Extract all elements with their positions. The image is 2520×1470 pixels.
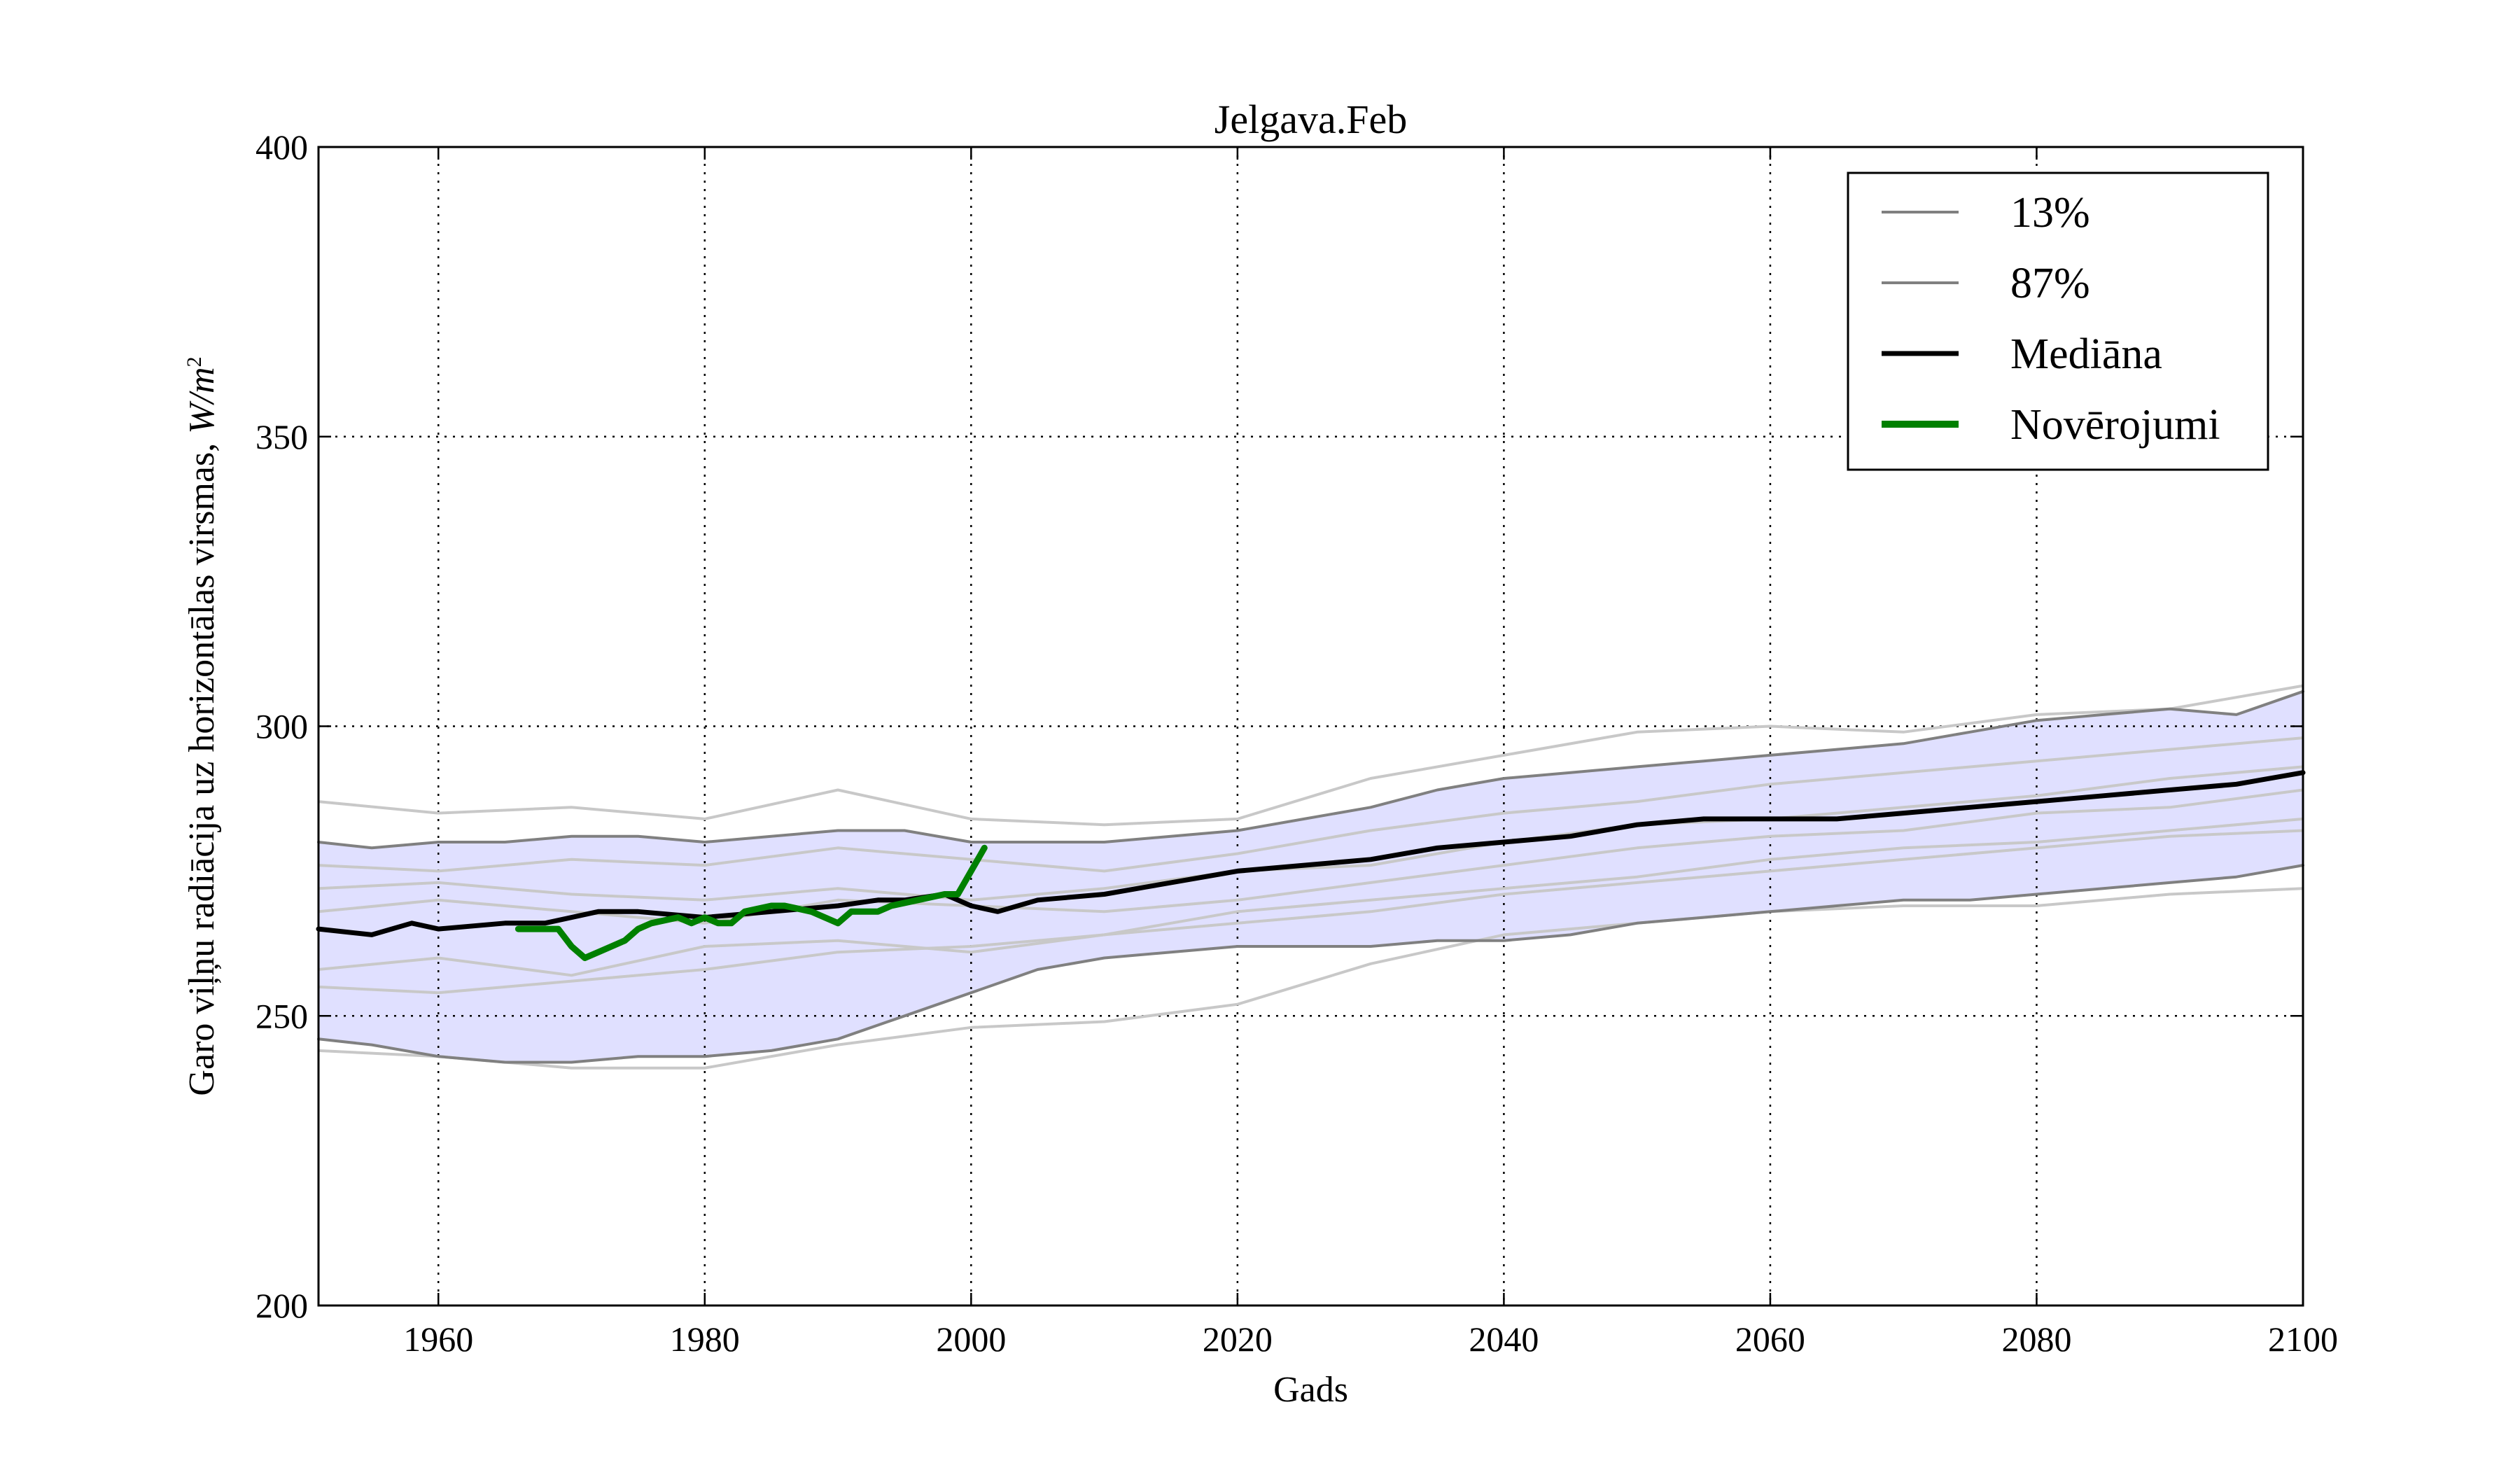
legend: 13% 87% Mediāna Novērojumi (1847, 172, 2269, 471)
y-tick-label: 300 (255, 707, 308, 746)
x-tick-label: 1960 (403, 1320, 473, 1359)
observations-line (514, 844, 988, 961)
x-tick-label: 1980 (670, 1320, 740, 1359)
y-axis-label-unit-exponent: 2 (183, 356, 206, 367)
y-axis-label-unit: W/m (182, 367, 222, 433)
y-tick-label: 250 (255, 996, 308, 1035)
percentile-87-line (317, 690, 2304, 850)
legend-label: Mediāna (2010, 330, 2162, 378)
median-line (316, 770, 2306, 937)
percentile-band-layer (318, 691, 2303, 1063)
chart-title: Jelgava.Feb (1214, 97, 1407, 142)
y-tick-label: 200 (255, 1286, 308, 1325)
legend-entries: 13% 87% Mediāna Novērojumi (1882, 189, 2220, 449)
legend-box (1847, 172, 2269, 471)
x-tick-label: 2040 (1469, 1320, 1539, 1359)
y-tick-label: 350 (255, 417, 308, 456)
tick-layer: 1960 1980 2000 2020 2040 2060 2080 2100 200 250 30… (255, 127, 2338, 1359)
legend-label: 87% (2010, 260, 2090, 307)
y-axis-label: Garo viļņu radiācija uz horizontālas vir… (182, 356, 222, 1096)
ensemble-member-line (318, 829, 2304, 977)
ensemble-member-line (318, 684, 2304, 827)
percentile-13-line (317, 864, 2304, 1064)
grid-layer (318, 147, 2303, 1306)
ensemble-member-line (318, 765, 2304, 902)
y-axis-label-text: Garo viļņu radiācija uz horizontālas vir… (182, 434, 222, 1096)
y-tick-label: 400 (255, 127, 308, 167)
x-tick-label: 2060 (1735, 1320, 1805, 1359)
x-tick-label: 2020 (1203, 1320, 1273, 1359)
series-layer (316, 690, 2306, 1064)
x-tick-label: 2080 (2001, 1320, 2071, 1359)
ensemble-members-layer (318, 684, 2304, 1070)
x-tick-label: 2000 (936, 1320, 1006, 1359)
legend-label: 13% (2010, 189, 2090, 237)
ensemble-member-line (318, 887, 2304, 1070)
x-tick-label: 2100 (2268, 1320, 2338, 1359)
x-axis-label: Gads (1273, 1370, 1348, 1410)
legend-label: Novērojumi (2010, 401, 2220, 449)
ensemble-member-line (318, 736, 2304, 873)
percentile-band (318, 691, 2303, 1063)
ensemble-member-line (318, 788, 2304, 925)
ensemble-member-line (318, 817, 2304, 995)
